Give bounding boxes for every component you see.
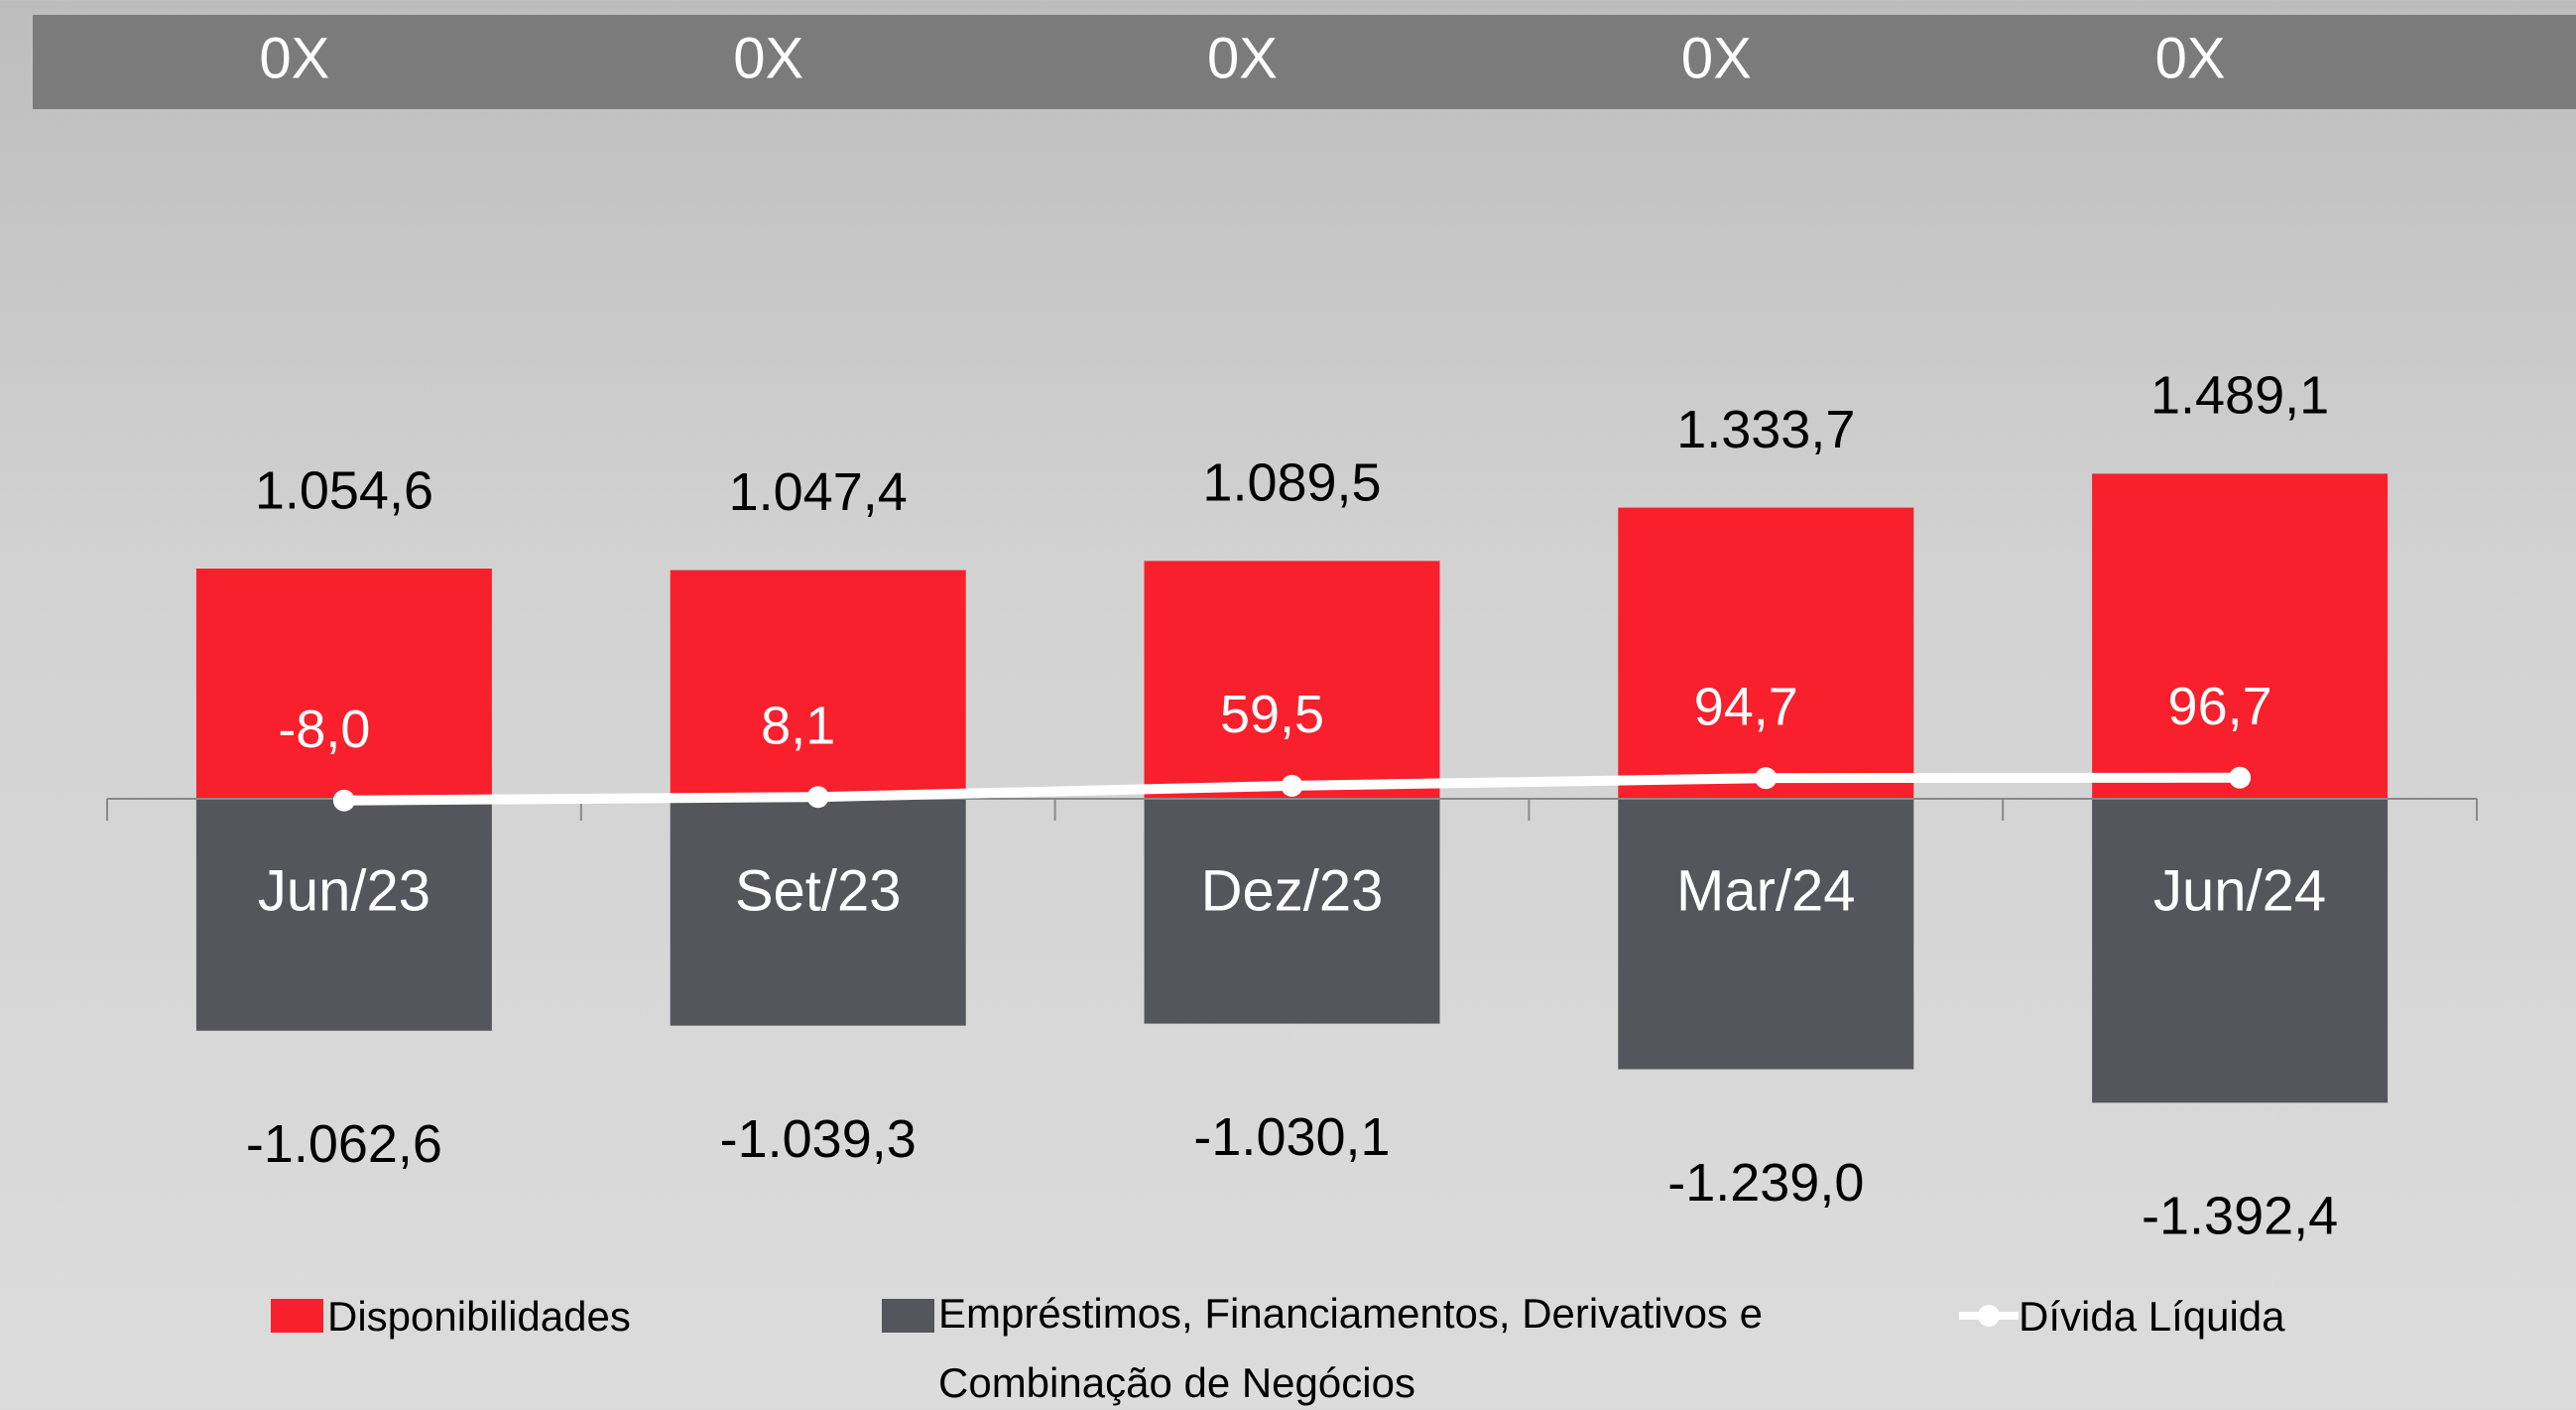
legend-swatch — [1959, 1305, 2019, 1327]
bar — [670, 799, 966, 1026]
x-tick-label: Set/23 — [735, 858, 902, 923]
data-label: 59,5 — [1220, 685, 1324, 744]
x-tick-label: Dez/23 — [1201, 858, 1384, 923]
header-bar — [33, 15, 2576, 109]
data-label: 1.089,5 — [1202, 453, 1381, 513]
line-point — [332, 789, 355, 812]
data-label: 1.047,4 — [729, 462, 908, 522]
data-label: 96,7 — [2168, 677, 2272, 736]
legend-swatch — [882, 1299, 934, 1333]
header-label: 0X — [1681, 26, 1752, 90]
data-label: -8,0 — [278, 700, 370, 759]
data-label: 94,7 — [1694, 677, 1798, 736]
data-label: 8,1 — [761, 696, 835, 755]
x-tick-label: Jun/23 — [258, 858, 430, 923]
legend-swatch — [271, 1299, 323, 1333]
bar — [670, 570, 966, 799]
header-label: 0X — [259, 26, 329, 90]
bar — [195, 799, 492, 1031]
bar — [195, 568, 492, 799]
header-label: 0X — [2155, 26, 2226, 90]
legend-label: Disponibilidades — [327, 1293, 631, 1340]
data-label: 1.054,6 — [255, 460, 433, 520]
header-label: 0X — [733, 26, 803, 90]
data-label: 1.333,7 — [1676, 400, 1855, 459]
legend-item: Disponibilidades — [271, 1293, 631, 1341]
bar — [2092, 799, 2389, 1103]
legend-item: Empréstimos, Financiamentos, Derivativos… — [882, 1290, 1781, 1410]
bar — [1618, 799, 1914, 1070]
legend-item: Dívida Líquida — [1959, 1293, 2285, 1341]
line-point — [2229, 766, 2252, 789]
bar — [1144, 561, 1440, 799]
data-label: -1.062,6 — [246, 1114, 442, 1174]
line-point — [806, 786, 829, 809]
data-label: -1.030,1 — [1193, 1107, 1390, 1167]
line-point — [1281, 774, 1303, 797]
legend-label: Empréstimos, Financiamentos, Derivativos… — [938, 1290, 1763, 1406]
data-label: -1.392,4 — [2142, 1187, 2338, 1246]
x-tick-label: Mar/24 — [1676, 858, 1856, 923]
data-label: -1.039,3 — [720, 1109, 917, 1169]
data-label: -1.239,0 — [1667, 1153, 1864, 1213]
legend-label: Dívida Líquida — [2019, 1293, 2285, 1340]
bar — [1618, 507, 1914, 799]
data-label: 1.489,1 — [2150, 366, 2329, 426]
bar — [2092, 473, 2389, 799]
line-point — [1755, 767, 1778, 790]
x-tick-label: Jun/24 — [2153, 858, 2326, 923]
bar — [1144, 799, 1440, 1024]
header-label: 0X — [1207, 26, 1278, 90]
